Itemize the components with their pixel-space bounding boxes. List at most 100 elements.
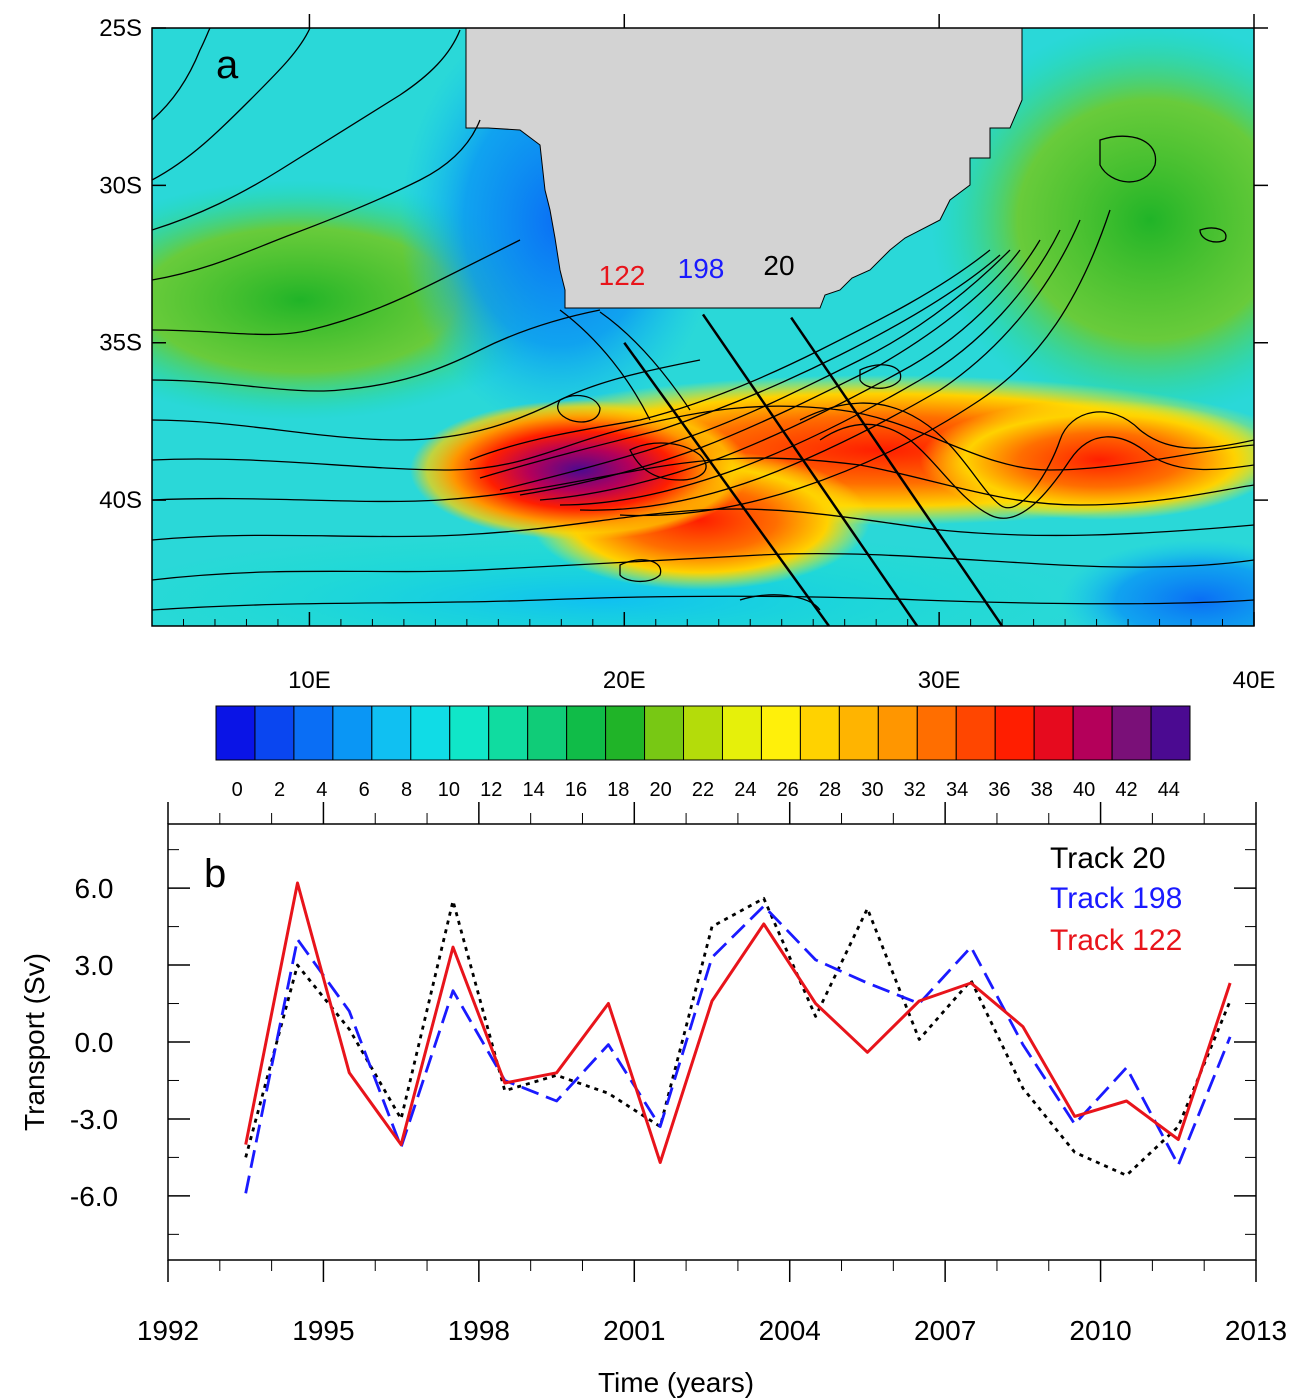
y-axis-label: Transport (Sv) — [19, 953, 50, 1131]
map-y-tick-label: 35S — [99, 330, 142, 357]
colorbar-box — [683, 705, 723, 761]
colorbar-tick-label: 22 — [692, 779, 714, 801]
colorbar-box — [916, 705, 957, 761]
altimeter-tracks — [623, 313, 1004, 626]
colorbar-box — [371, 705, 412, 761]
colorbar-tick-label: 14 — [522, 779, 544, 801]
legend-entry-track-20: Track 20 — [1050, 842, 1166, 875]
colorbar-box — [1072, 705, 1113, 761]
colorbar-tick-label: 26 — [777, 779, 799, 801]
colorbar-labels: 0 2 4 6 8 10 12 14 16 18 20 22 24 26 28 30 32 34 36 38 40 42 4… — [232, 779, 1180, 801]
colorbar-tick-label: 16 — [565, 779, 587, 801]
track-line-198 — [701, 313, 919, 626]
map-x-tick-label: 30E — [918, 667, 961, 694]
map-y-ticks: 25S 30S 35S 40S — [99, 15, 1268, 514]
map-x-tick-label: 20E — [603, 667, 646, 694]
colorbar-tick-label: 10 — [438, 779, 460, 801]
colorbar-box — [566, 705, 607, 761]
track-line-20 — [790, 316, 1004, 626]
y-axis-ticks: 6.0 3.0 0.0 -3.0 -6.0 — [70, 849, 1256, 1235]
track-label-20: 20 — [763, 250, 794, 281]
x-tick-label: 1998 — [448, 1315, 510, 1346]
colorbar-box — [449, 705, 490, 761]
colorbar-boxes — [215, 705, 1191, 761]
track-label-198: 198 — [678, 253, 725, 284]
colorbar-box — [293, 705, 334, 761]
map-field: 122 198 20 — [152, 28, 1254, 626]
y-tick-label: -6.0 — [70, 1181, 118, 1212]
x-tick-label: 1992 — [137, 1315, 199, 1346]
colorbar-box — [644, 705, 685, 761]
series-lines — [244, 881, 1232, 1194]
legend-entry-track-122: Track 122 — [1050, 924, 1182, 957]
colorbar-box — [215, 705, 256, 761]
colorbar-box — [721, 705, 762, 761]
series-line-track-122 — [244, 881, 1232, 1164]
x-tick-label: 2004 — [759, 1315, 821, 1346]
panel-b: 6.0 3.0 0.0 -3.0 -6.0 1992 1995 1998 2001 2004 20… — [19, 802, 1287, 1398]
colorbar-box — [760, 705, 801, 761]
x-axis-ticks: 1992 1995 1998 2001 2004 2007 2010 2013 — [137, 802, 1287, 1346]
panel-a-label: a — [216, 43, 239, 87]
colorbar-box — [1033, 705, 1074, 761]
colorbar-box — [332, 705, 373, 761]
colorbar-tick-label: 4 — [316, 779, 327, 801]
colorbar-box — [994, 705, 1035, 761]
y-tick-label: -3.0 — [70, 1104, 118, 1135]
colorbar-tick-label: 8 — [401, 779, 412, 801]
x-tick-label: 2001 — [603, 1315, 665, 1346]
colorbar-box — [605, 705, 646, 761]
colorbar: 0 2 4 6 8 10 12 14 16 18 20 22 24 26 28 30 32 34 36 38 40 42 4… — [215, 705, 1191, 801]
colorbar-box — [838, 705, 879, 761]
y-tick-label: 3.0 — [75, 950, 114, 981]
colorbar-box — [877, 705, 918, 761]
colorbar-box — [254, 705, 295, 761]
x-axis-label: Time (years) — [598, 1367, 754, 1398]
colorbar-tick-label: 44 — [1158, 779, 1180, 801]
y-tick-label: 0.0 — [75, 1027, 114, 1058]
x-tick-label: 2010 — [1069, 1315, 1131, 1346]
panel-b-label: b — [204, 852, 226, 896]
colorbar-box — [527, 705, 568, 761]
colorbar-tick-label: 2 — [274, 779, 285, 801]
colorbar-tick-label: 18 — [607, 779, 629, 801]
colorbar-tick-label: 32 — [904, 779, 926, 801]
colorbar-tick-label: 24 — [734, 779, 756, 801]
map-y-tick-label: 40S — [99, 487, 142, 514]
map-x-ticks: 10E 20E 30E 40E — [182, 14, 1276, 694]
colorbar-box — [1111, 705, 1152, 761]
colorbar-tick-label: 20 — [650, 779, 672, 801]
map-y-tick-label: 25S — [99, 15, 142, 42]
colorbar-tick-label: 40 — [1073, 779, 1095, 801]
x-tick-label: 1995 — [292, 1315, 354, 1346]
contour-lines — [152, 28, 1254, 611]
map-x-tick-label: 40E — [1233, 667, 1276, 694]
x-tick-label: 2007 — [914, 1315, 976, 1346]
panel-a: 122 198 20 a 10E 20E 30E 40E 25S 30S 35S 40S — [99, 14, 1276, 694]
colorbar-box — [955, 705, 996, 761]
series-line-track-198 — [244, 904, 1232, 1194]
y-tick-label: 6.0 — [75, 873, 114, 904]
colorbar-tick-label: 0 — [232, 779, 243, 801]
colorbar-tick-label: 34 — [946, 779, 968, 801]
colorbar-box — [1150, 705, 1191, 761]
colorbar-box — [799, 705, 840, 761]
map-y-tick-label: 30S — [99, 172, 142, 199]
map-frame — [151, 27, 1255, 627]
x-tick-label: 2013 — [1225, 1315, 1287, 1346]
land-mask — [465, 28, 1023, 309]
colorbar-box — [488, 705, 529, 761]
colorbar-tick-label: 28 — [819, 779, 841, 801]
legend-entry-track-198: Track 198 — [1050, 882, 1182, 915]
track-line-122 — [623, 342, 830, 626]
colorbar-tick-label: 12 — [480, 779, 502, 801]
colorbar-tick-label: 42 — [1115, 779, 1137, 801]
map-x-tick-label: 10E — [288, 667, 331, 694]
colorbar-tick-label: 38 — [1031, 779, 1053, 801]
colorbar-tick-label: 6 — [359, 779, 370, 801]
field-warm-east — [920, 400, 1254, 520]
colorbar-tick-label: 30 — [861, 779, 883, 801]
colorbar-tick-label: 36 — [988, 779, 1010, 801]
colorbar-box — [410, 705, 451, 761]
